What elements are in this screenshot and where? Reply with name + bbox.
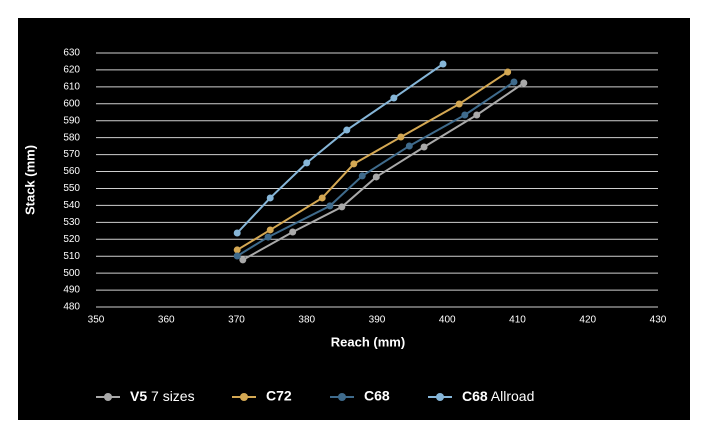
- point: [266, 226, 274, 234]
- point: [338, 203, 346, 211]
- point: [350, 160, 358, 168]
- y-tick-label: 480: [63, 302, 80, 313]
- point: [266, 194, 274, 202]
- x-tick-label: 380: [298, 315, 315, 326]
- point: [461, 111, 469, 119]
- point: [405, 142, 413, 150]
- y-tick-label: 520: [63, 234, 80, 245]
- x-tick-label: 410: [509, 315, 526, 326]
- point: [390, 94, 398, 102]
- point: [318, 194, 326, 202]
- y-tick-label: 510: [63, 251, 80, 262]
- y-axis-title: Stack (mm): [22, 145, 37, 215]
- y-tick-label: 560: [63, 166, 80, 177]
- point: [233, 229, 241, 237]
- y-tick-label: 630: [63, 48, 80, 59]
- point: [233, 246, 241, 254]
- point: [239, 256, 247, 264]
- x-tick-label: 390: [369, 315, 386, 326]
- point: [372, 173, 380, 181]
- point: [358, 172, 366, 180]
- x-tick-label: 360: [158, 315, 175, 326]
- x-tick-label: 350: [88, 315, 105, 326]
- y-tick-label: 530: [63, 217, 80, 228]
- legend-label: C68: [364, 388, 390, 404]
- legend-label: C68 Allroad: [462, 388, 534, 404]
- y-tick-label: 610: [63, 82, 80, 93]
- chart-background: [18, 18, 690, 420]
- point: [420, 143, 428, 151]
- legend-marker: [104, 393, 112, 401]
- plot: [233, 60, 528, 264]
- series-line: [236, 63, 444, 234]
- point: [510, 78, 518, 86]
- y-tick-label: 590: [63, 115, 80, 126]
- y-tick-label: 540: [63, 200, 80, 211]
- point: [504, 68, 512, 76]
- point: [289, 228, 297, 236]
- y-tick-label: 550: [63, 183, 80, 194]
- point: [473, 111, 481, 119]
- legend-label: V5 7 sizes: [130, 388, 195, 404]
- grid: 480 490 500 510 520 530 540 550 560 570 580 590 600 6…: [63, 48, 666, 326]
- point: [455, 100, 463, 108]
- point: [397, 133, 405, 141]
- point: [264, 233, 272, 241]
- x-axis-title: Reach (mm): [331, 334, 405, 349]
- y-tick-label: 570: [63, 149, 80, 160]
- y-tick-label: 600: [63, 98, 80, 109]
- y-tick-label: 620: [63, 65, 80, 76]
- point: [520, 79, 528, 87]
- y-tick-label: 490: [63, 285, 80, 296]
- legend-marker: [240, 393, 248, 401]
- legend-marker: [436, 393, 444, 401]
- x-tick-label: 370: [228, 315, 245, 326]
- point: [303, 159, 311, 167]
- x-tick-label: 430: [650, 315, 667, 326]
- y-tick-label: 500: [63, 268, 80, 279]
- point: [326, 202, 334, 210]
- point: [439, 60, 447, 68]
- point: [343, 126, 351, 134]
- point: [233, 252, 241, 260]
- x-tick-label: 400: [439, 315, 456, 326]
- legend-label: C72: [266, 388, 292, 404]
- x-tick-label: 420: [579, 315, 596, 326]
- legend: V5 7 sizes C72 C68 C68 Allroad: [96, 388, 534, 404]
- y-tick-label: 580: [63, 132, 80, 143]
- legend-marker: [338, 393, 346, 401]
